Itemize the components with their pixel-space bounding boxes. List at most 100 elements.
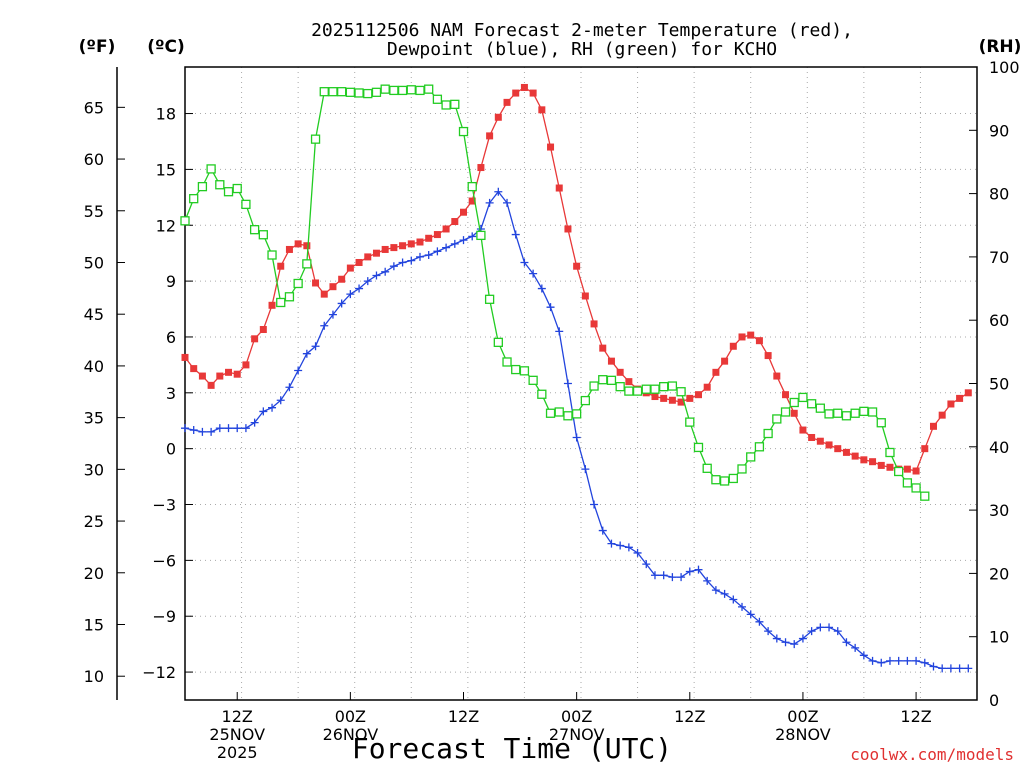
dewpoint-point — [616, 541, 625, 550]
rh-point — [197, 181, 208, 192]
dewpoint-point — [302, 349, 311, 358]
dewpoint-point — [198, 427, 207, 436]
temperature-point — [468, 197, 476, 205]
temperature-point — [433, 231, 441, 239]
dewpoint-point — [563, 379, 572, 388]
dewpoint-point — [590, 500, 599, 509]
dewpoint-point — [450, 239, 459, 248]
dewpoint-point — [738, 602, 747, 611]
temperature-point — [294, 240, 302, 248]
dewpoint-point — [215, 424, 224, 433]
dewpoint-point — [276, 396, 285, 405]
dewpoint-point — [946, 664, 955, 673]
rh-unit-label: (RH) — [979, 37, 1022, 57]
chart-title-line2: Dewpoint (blue), RH (green) for KCHO — [387, 39, 777, 60]
dewpoint-point — [798, 634, 807, 643]
dewpoint-point — [555, 327, 564, 336]
rh-point — [850, 408, 860, 418]
dewpoint-point — [885, 656, 894, 665]
dewpoint-point — [746, 610, 755, 619]
rh-point — [833, 408, 843, 418]
rh-point — [519, 366, 530, 376]
temperature-point — [512, 89, 520, 97]
rh-series — [180, 84, 930, 501]
rh-point — [737, 464, 747, 474]
dewpoint-point — [912, 656, 921, 665]
temperature-point — [320, 290, 328, 298]
dewpoint-point — [363, 277, 372, 286]
f-tick-label: 30 — [84, 460, 104, 479]
dewpoint-point — [938, 664, 947, 673]
dewpoint-point — [546, 303, 555, 312]
rh-tick-label: 30 — [989, 501, 1009, 520]
temperature-point — [259, 326, 267, 334]
temperature-point — [773, 372, 781, 380]
rh-point — [911, 483, 921, 493]
rh-point — [223, 187, 234, 197]
celsius-unit-label: (ºC) — [147, 37, 185, 57]
rh-point — [806, 399, 817, 409]
plot-frame — [184, 66, 978, 701]
rh-point — [746, 452, 756, 462]
dewpoint-point — [894, 656, 903, 665]
rh-tick-label: 20 — [989, 564, 1009, 583]
temperature-point — [364, 253, 372, 261]
c-tick-label: 18 — [156, 105, 176, 124]
c-tick-label: 0 — [166, 440, 176, 459]
dewpoint-point — [398, 258, 407, 267]
dewpoint-point — [233, 424, 242, 433]
temperature-point — [547, 143, 555, 151]
rh-point — [685, 417, 695, 427]
x-tick-label: 12Z — [674, 707, 705, 726]
rh-point — [502, 357, 512, 367]
dewpoint-point — [259, 407, 268, 416]
rh-point — [693, 442, 704, 453]
dewpoint-point — [764, 627, 773, 636]
dewpoint-point — [529, 269, 538, 278]
temperature-point — [242, 361, 250, 369]
temperature-point — [538, 106, 546, 114]
x-tick-label: 00Z — [561, 707, 592, 726]
dewpoint-point — [415, 252, 424, 261]
dewpoint-point — [668, 573, 677, 582]
c-tick-label: 12 — [156, 216, 176, 235]
rh-point — [702, 463, 712, 473]
rh-point — [354, 88, 364, 98]
temperature-point — [808, 433, 816, 441]
rh-point — [241, 199, 251, 210]
dewpoint-point — [241, 424, 250, 433]
dewpoint-point — [381, 267, 390, 276]
temperature-series — [181, 83, 972, 475]
temperature-point — [869, 458, 877, 466]
f-tick-label: 45 — [84, 305, 104, 324]
grid-lines — [185, 67, 977, 700]
rh-point — [528, 375, 538, 385]
temperature-point — [947, 400, 955, 408]
dewpoint-point — [468, 232, 477, 241]
rh-point — [789, 397, 799, 408]
rh-point — [545, 408, 556, 418]
temperature-point — [573, 262, 581, 270]
temperature-point — [607, 357, 615, 365]
rh-point — [215, 180, 225, 190]
temperature-point — [782, 391, 790, 399]
rh-point — [606, 375, 617, 385]
temperature-point — [590, 320, 598, 328]
rh-point — [406, 85, 416, 95]
c-tick-label: −3 — [152, 496, 176, 515]
x-tick-label: 28NOV — [775, 725, 831, 744]
rh-axis: 0 10 20 30 40 50 60 70 80 90 100 — [969, 58, 1020, 710]
temperature-point — [390, 244, 398, 252]
c-tick-label: −9 — [152, 607, 176, 626]
dewpoint-point — [711, 586, 720, 595]
c-tick-label: −6 — [152, 551, 176, 570]
temperature-point — [207, 381, 215, 389]
dewpoint-point — [572, 433, 581, 442]
temperature-point — [721, 357, 729, 365]
rh-point — [484, 294, 495, 304]
fahrenheit-unit-label: (ºF) — [79, 37, 116, 57]
rh-point — [667, 381, 678, 391]
temperature-point — [460, 208, 468, 216]
